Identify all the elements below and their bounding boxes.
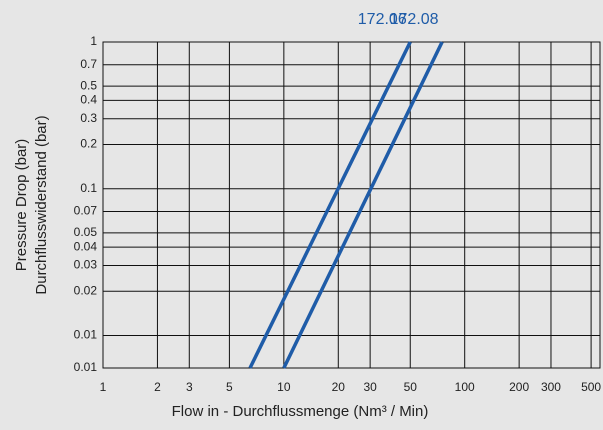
y-tick-label: 0.05 xyxy=(74,225,98,239)
x-tick-label: 1 xyxy=(100,380,107,394)
y-tick-label: 0.02 xyxy=(74,283,98,297)
y-tick-label: 1 xyxy=(90,34,97,48)
y-tick-label: 0.3 xyxy=(80,111,97,125)
x-tick-label: 5 xyxy=(226,380,233,394)
series-label: 172.06 xyxy=(358,11,407,28)
x-tick-label: 100 xyxy=(455,380,475,394)
x-tick-label: 50 xyxy=(404,380,418,394)
x-tick-label: 500 xyxy=(581,380,601,394)
y-tick-label: 0.2 xyxy=(80,137,97,151)
x-tick-label: 20 xyxy=(332,380,346,394)
x-tick-label: 300 xyxy=(541,380,561,394)
y-axis-title: Durchflusswiderstand (bar) xyxy=(33,115,50,294)
x-tick-label: 2 xyxy=(154,380,161,394)
data-line xyxy=(248,41,412,369)
y-tick-label: 0.1 xyxy=(80,181,97,195)
x-tick-label: 30 xyxy=(363,380,377,394)
y-tick-label: 0.04 xyxy=(74,239,98,253)
x-tick-label: 3 xyxy=(186,380,193,394)
y-tick-label: 0.01 xyxy=(74,360,98,374)
data-line xyxy=(282,41,444,369)
y-tick-label: 0.07 xyxy=(74,204,98,218)
y-tick-label: 0.5 xyxy=(80,78,97,92)
y-tick-label: 0.03 xyxy=(74,258,98,272)
x-tick-label: 10 xyxy=(277,380,291,394)
y-axis-title: Pressure Drop (bar) xyxy=(13,139,30,272)
x-tick-label: 200 xyxy=(509,380,529,394)
y-tick-label: 0.01 xyxy=(74,328,98,342)
y-tick-label: 0.7 xyxy=(80,57,97,71)
x-axis-title: Flow in - Durchflussmenge (Nm³ / Min) xyxy=(172,403,429,420)
y-tick-label: 0.4 xyxy=(80,93,97,107)
series-label: 172.08 xyxy=(390,11,439,28)
